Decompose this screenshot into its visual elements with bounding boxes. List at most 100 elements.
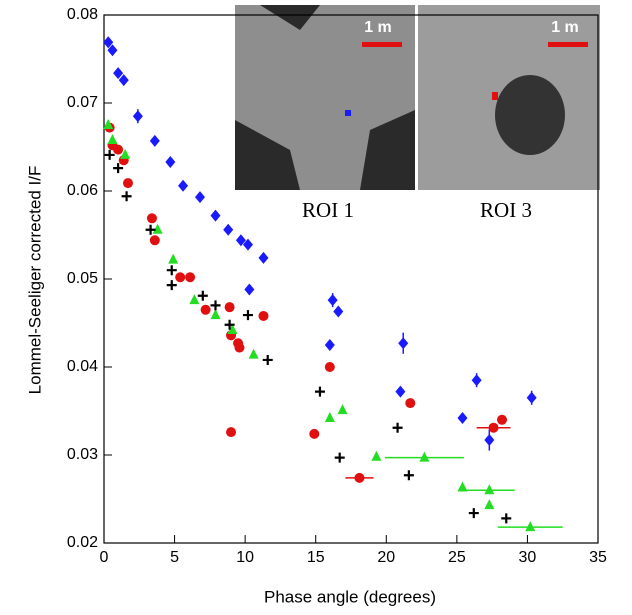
x-tick-label: 5	[170, 549, 179, 566]
point	[324, 362, 335, 372]
point	[107, 133, 118, 144]
point	[471, 374, 482, 387]
x-tick-label: 25	[448, 549, 466, 566]
point	[234, 342, 245, 353]
point	[132, 110, 143, 123]
point	[327, 294, 338, 307]
inset-label: ROI 3	[480, 198, 532, 222]
x-tick-label: 30	[519, 549, 537, 566]
inset-shadow	[235, 5, 415, 190]
point	[189, 294, 200, 305]
point	[210, 209, 221, 222]
point	[262, 354, 273, 365]
point	[337, 404, 348, 415]
point	[149, 134, 160, 147]
point	[210, 309, 221, 320]
y-tick-label: 0.06	[67, 182, 98, 199]
point	[457, 412, 468, 425]
y-tick-label: 0.08	[67, 6, 98, 23]
inset-pit	[495, 75, 565, 155]
scale-label: 1 m	[551, 19, 579, 36]
point	[333, 305, 344, 318]
point	[395, 385, 406, 398]
point	[168, 253, 179, 264]
point	[398, 337, 409, 350]
point	[107, 44, 118, 57]
point	[258, 251, 269, 264]
roi-marker	[345, 110, 351, 116]
point	[244, 283, 255, 296]
y-tick-label: 0.03	[67, 446, 98, 463]
point	[405, 398, 416, 409]
point	[309, 428, 320, 439]
point	[113, 144, 124, 155]
point	[166, 265, 177, 276]
point	[354, 472, 365, 483]
point	[314, 386, 325, 397]
point	[113, 163, 124, 174]
point	[223, 223, 234, 236]
y-axis-label: Lommel-Seeliger corrected I/F	[25, 166, 44, 395]
point	[484, 499, 495, 510]
point	[235, 234, 246, 247]
point	[178, 179, 189, 192]
point	[121, 191, 132, 202]
x-tick-label: 0	[100, 549, 109, 566]
point	[103, 119, 114, 129]
point	[200, 304, 211, 315]
point	[197, 290, 208, 301]
y-tick-label: 0.04	[67, 358, 98, 375]
point	[324, 412, 335, 423]
point	[525, 521, 536, 532]
point	[122, 178, 133, 189]
point	[103, 36, 114, 49]
point	[210, 300, 221, 311]
x-tick-label: 10	[236, 549, 254, 566]
point	[113, 67, 124, 80]
point	[501, 513, 512, 524]
point	[118, 74, 129, 87]
point	[248, 348, 259, 359]
scale-label: 1 m	[364, 19, 392, 36]
point	[104, 149, 115, 160]
x-tick-label: 35	[589, 549, 607, 566]
scale-bar	[548, 42, 588, 47]
point	[497, 414, 508, 425]
point	[185, 272, 196, 283]
point	[194, 191, 205, 204]
inset-label: ROI 1	[302, 198, 354, 222]
point	[392, 422, 403, 433]
point	[165, 155, 176, 168]
point	[403, 470, 414, 481]
point	[419, 451, 430, 462]
point	[224, 302, 235, 313]
point	[166, 280, 177, 291]
point	[484, 434, 495, 447]
point	[468, 508, 479, 519]
point	[226, 427, 237, 438]
point	[152, 223, 163, 234]
point	[120, 148, 131, 159]
point	[258, 310, 269, 321]
point	[484, 484, 495, 495]
y-tick-label: 0.07	[67, 94, 98, 111]
y-tick-label: 0.05	[67, 270, 98, 287]
point	[324, 339, 335, 351]
x-tick-label: 15	[307, 549, 325, 566]
scale-bar	[362, 42, 402, 47]
point	[242, 310, 253, 321]
inset-images: 1 m 1 m ROI 1 ROI 3	[235, 5, 600, 222]
point	[146, 213, 157, 224]
point	[526, 391, 537, 404]
roi-marker	[492, 92, 498, 100]
point	[242, 238, 253, 251]
point	[145, 224, 156, 235]
point	[457, 481, 468, 492]
point	[334, 452, 345, 463]
point	[227, 324, 238, 335]
x-axis-label: Phase angle (degrees)	[264, 587, 436, 606]
point	[224, 319, 235, 330]
y-tick-label: 0.02	[67, 534, 98, 551]
point	[175, 272, 186, 283]
